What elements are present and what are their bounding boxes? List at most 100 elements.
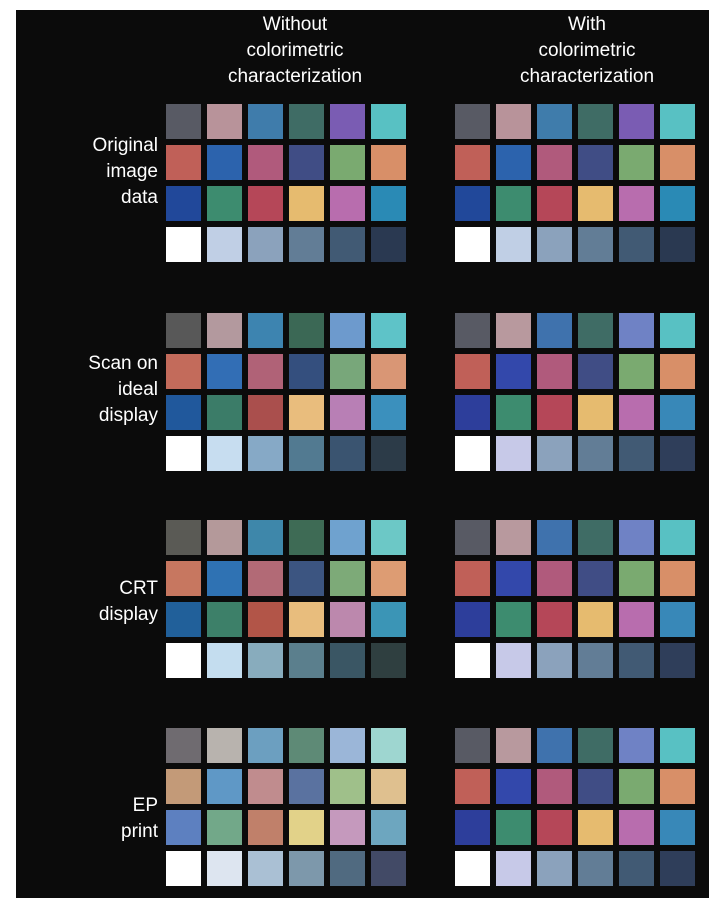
- row-label-original: Original image data: [92, 135, 158, 208]
- color-patch: [330, 227, 365, 262]
- color-patch: [455, 186, 490, 221]
- color-patch: [455, 810, 490, 845]
- color-patch: [578, 810, 613, 845]
- row-label-scan: Scan on ideal display: [88, 353, 158, 426]
- color-patch: [166, 561, 201, 596]
- color-patch: [619, 104, 654, 139]
- color-patch: [660, 643, 695, 678]
- color-patch: [166, 354, 201, 389]
- color-patch: [330, 851, 365, 886]
- color-patch: [330, 769, 365, 804]
- color-patch: [289, 520, 324, 555]
- row-label-ep-print: EP print: [121, 795, 158, 842]
- color-patch: [207, 313, 242, 348]
- color-patch: [578, 227, 613, 262]
- color-patch: [537, 186, 572, 221]
- color-patch: [455, 851, 490, 886]
- color-patch: [537, 769, 572, 804]
- color-patch: [289, 354, 324, 389]
- color-patch: [289, 186, 324, 221]
- color-patch: [289, 851, 324, 886]
- color-patch: [166, 851, 201, 886]
- color-patch: [660, 104, 695, 139]
- color-patch: [537, 227, 572, 262]
- color-patch: [207, 769, 242, 804]
- patch-grid-crt-without: [166, 520, 407, 680]
- color-patch: [619, 313, 654, 348]
- color-patch: [496, 561, 531, 596]
- color-patch: [166, 643, 201, 678]
- color-patch: [537, 561, 572, 596]
- column-header-without: Without colorimetric characterization: [227, 14, 363, 87]
- color-patch: [578, 104, 613, 139]
- color-patch: [248, 728, 283, 763]
- color-patch: [207, 851, 242, 886]
- color-patch: [207, 643, 242, 678]
- color-patch: [455, 769, 490, 804]
- color-patch: [496, 851, 531, 886]
- color-patch: [455, 227, 490, 262]
- color-patch: [455, 728, 490, 763]
- color-patch: [496, 186, 531, 221]
- patch-grid-crt-with: [455, 520, 696, 680]
- color-patch: [166, 313, 201, 348]
- color-patch: [455, 395, 490, 430]
- color-patch: [330, 561, 365, 596]
- color-patch: [166, 769, 201, 804]
- color-patch: [289, 643, 324, 678]
- color-patch: [248, 643, 283, 678]
- color-patch: [496, 104, 531, 139]
- color-patch: [248, 436, 283, 471]
- color-patch: [371, 186, 406, 221]
- color-patch: [578, 520, 613, 555]
- color-patch: [455, 643, 490, 678]
- color-patch: [619, 728, 654, 763]
- color-patch: [578, 145, 613, 180]
- color-patch: [166, 104, 201, 139]
- color-patch: [289, 104, 324, 139]
- color-patch: [330, 643, 365, 678]
- color-patch: [578, 354, 613, 389]
- color-patch: [289, 227, 324, 262]
- color-patch: [371, 395, 406, 430]
- color-patch: [660, 395, 695, 430]
- color-patch: [619, 643, 654, 678]
- color-patch: [166, 602, 201, 637]
- column-header-with: With colorimetric characterization: [519, 14, 655, 87]
- color-patch: [496, 520, 531, 555]
- color-patch: [330, 145, 365, 180]
- color-patch: [455, 313, 490, 348]
- color-patch: [578, 728, 613, 763]
- color-patch: [537, 643, 572, 678]
- color-patch: [207, 602, 242, 637]
- patch-grid-ep-print-without: [166, 728, 407, 888]
- color-patch: [207, 728, 242, 763]
- color-patch: [619, 186, 654, 221]
- color-patch: [660, 769, 695, 804]
- color-patch: [496, 810, 531, 845]
- color-patch: [330, 395, 365, 430]
- color-patch: [578, 602, 613, 637]
- color-patch: [371, 851, 406, 886]
- color-patch: [619, 436, 654, 471]
- color-patch: [660, 728, 695, 763]
- color-patch: [207, 145, 242, 180]
- color-patch: [330, 313, 365, 348]
- color-patch: [537, 145, 572, 180]
- color-patch: [166, 145, 201, 180]
- color-patch: [619, 602, 654, 637]
- color-patch: [207, 810, 242, 845]
- color-patch: [660, 851, 695, 886]
- patch-grid-scan-with: [455, 313, 696, 473]
- color-patch: [496, 354, 531, 389]
- color-patch: [289, 602, 324, 637]
- color-patch: [619, 145, 654, 180]
- color-patch: [371, 810, 406, 845]
- color-patch: [537, 395, 572, 430]
- color-patch: [330, 810, 365, 845]
- color-patch: [578, 186, 613, 221]
- color-patch: [619, 851, 654, 886]
- color-patch: [330, 186, 365, 221]
- color-patch: [578, 313, 613, 348]
- color-patch: [619, 810, 654, 845]
